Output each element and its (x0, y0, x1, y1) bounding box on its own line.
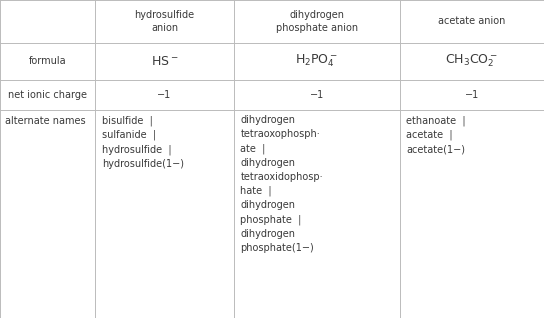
Text: dihydrogen
phosphate anion: dihydrogen phosphate anion (276, 10, 358, 33)
Text: −1: −1 (310, 90, 324, 100)
Text: −1: −1 (465, 90, 479, 100)
Text: acetate anion: acetate anion (438, 17, 505, 26)
Text: alternate names: alternate names (5, 116, 86, 126)
Text: bisulfide  |
sulfanide  |
hydrosulfide  |
hydrosulfide(1−): bisulfide | sulfanide | hydrosulfide | h… (102, 115, 184, 169)
Text: −1: −1 (157, 90, 172, 100)
Text: $\mathregular{CH_3CO_2^-}$: $\mathregular{CH_3CO_2^-}$ (446, 53, 498, 69)
Text: dihydrogen
tetraoxophosph·
ate  |
dihydrogen
tetraoxidophosp·
hate  |
dihydrogen: dihydrogen tetraoxophosph· ate | dihydro… (240, 115, 323, 253)
Text: ethanoate  |
acetate  |
acetate(1−): ethanoate | acetate | acetate(1−) (406, 115, 466, 155)
Text: net ionic charge: net ionic charge (8, 90, 87, 100)
Text: $\mathregular{HS^-}$: $\mathregular{HS^-}$ (151, 55, 178, 68)
Text: hydrosulfide
anion: hydrosulfide anion (134, 10, 195, 33)
Text: $\mathregular{H_2PO_4^-}$: $\mathregular{H_2PO_4^-}$ (295, 53, 338, 69)
Text: formula: formula (29, 56, 66, 66)
